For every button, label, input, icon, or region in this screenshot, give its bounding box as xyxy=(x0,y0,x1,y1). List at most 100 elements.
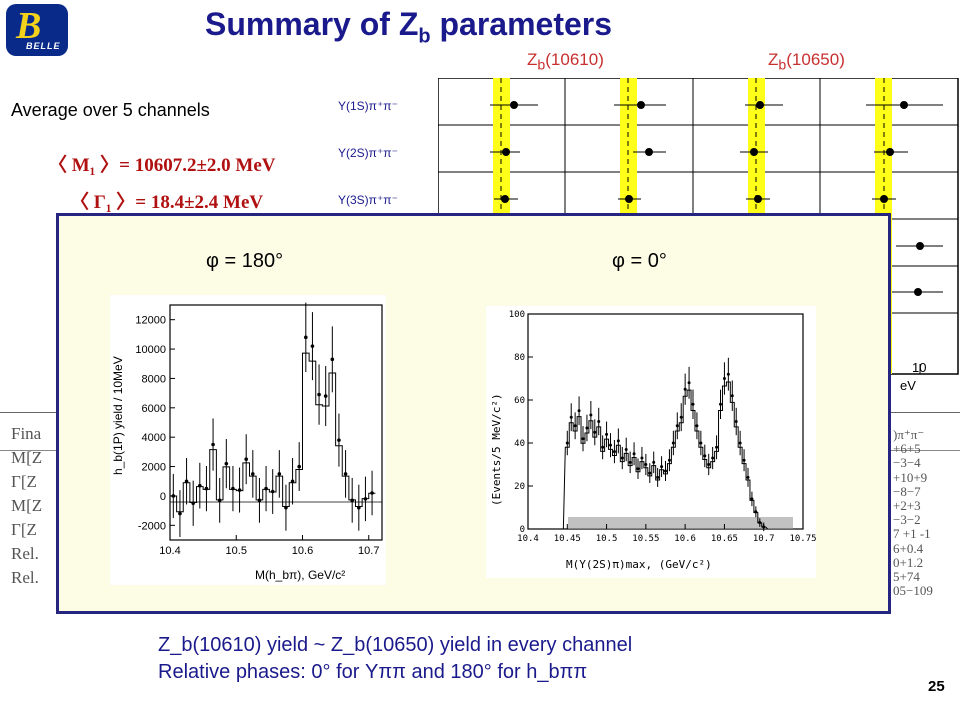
table-row: Γ[Z xyxy=(11,472,37,491)
hb-ylabel: h_b(1P) yield / 10MeV xyxy=(111,356,125,475)
conclusion-line-1: Z_b(10610) yield ~ Z_b(10650) yield in e… xyxy=(158,634,633,656)
hb-data-point xyxy=(224,461,229,466)
ups-xtick-label: 10.75 xyxy=(789,534,816,544)
ups-data-point xyxy=(691,402,695,406)
hb-data-point xyxy=(264,486,268,491)
ups-data-point xyxy=(679,415,683,419)
ups-data-point xyxy=(719,402,722,406)
ups-ytick-label: 0 xyxy=(520,525,525,535)
ups-data-point xyxy=(671,441,675,445)
table-cell: −3−4 xyxy=(893,455,921,471)
ups-data-point xyxy=(711,456,715,460)
channel-label: Υ(1S)π⁺π⁻ xyxy=(338,99,398,113)
ups-data-point xyxy=(636,467,640,471)
logo-text: BELLE xyxy=(26,41,61,51)
ups-ytick-label: 40 xyxy=(514,439,525,449)
ups-xtick-label: 10.5 xyxy=(596,534,618,544)
hb-data-point xyxy=(304,335,308,340)
ups-data-point xyxy=(703,454,707,458)
ups-data-point xyxy=(565,441,569,445)
ups-data-point xyxy=(675,424,679,428)
table-cell: −8−7 xyxy=(893,483,921,499)
ups-data-point xyxy=(734,420,738,423)
ups-data-point xyxy=(754,510,758,514)
ups-data-point xyxy=(687,381,691,385)
hb-data-point xyxy=(178,511,182,516)
hb-ytick-label: 8000 xyxy=(142,373,166,385)
logo-b: B xyxy=(16,5,42,47)
ups-data-point xyxy=(589,413,593,417)
ups2s-plot: 100 80 60 40 20 0 10.4 10.45 10.5 10.55 10.6 10.65… xyxy=(486,306,816,578)
ups-data-point xyxy=(660,465,664,469)
hb-data-point xyxy=(244,457,248,462)
ups-data-point xyxy=(605,432,609,436)
ups-data-point xyxy=(624,447,628,451)
ups-xlabel: M(Υ(2S)π)max, (GeV/c²) xyxy=(566,558,712,571)
table-cell: 6+0.4 xyxy=(893,540,924,556)
results-table-left: Fina M[Z Γ[Z M[Z Γ[Z Rel. Rel. xyxy=(11,422,42,590)
ups-data-point xyxy=(715,445,719,449)
ups-data-point xyxy=(593,430,597,434)
hb-data-point xyxy=(251,472,255,476)
table-cell: +10+9 xyxy=(893,469,928,485)
ups-data-point xyxy=(730,394,734,398)
ups-data-point xyxy=(632,452,636,456)
hb-xlabel: M(h_bπ), GeV/c² xyxy=(255,568,345,582)
table-cell: 05−109 xyxy=(893,583,933,599)
summary-axis-unit: eV xyxy=(900,378,916,393)
ups-data-point xyxy=(722,377,726,380)
ups-data-point xyxy=(569,415,573,419)
table-cell: +2+3 xyxy=(893,498,921,514)
ups-data-point xyxy=(612,450,616,454)
ups-data-point xyxy=(664,469,667,473)
table-row: Rel. xyxy=(11,568,39,587)
hb-data-point xyxy=(277,472,282,476)
ups-ylabel: (Events/5 MeV/c²) xyxy=(490,393,503,506)
ups-data-point xyxy=(762,525,766,529)
conclusion-line-2: Relative phases: 0° for Υππ and 180° for… xyxy=(158,661,588,683)
hb-ytick-label: 10000 xyxy=(135,344,166,356)
ups-xtick-label: 10.65 xyxy=(711,534,738,544)
belle-logo: B BELLE xyxy=(6,4,68,56)
hb-data-point xyxy=(237,488,242,492)
hb-ytick-label: 2000 xyxy=(142,462,166,474)
table-row: M[Z xyxy=(11,448,43,467)
results-table-right: )π⁺π⁻ +6+5 −3−4 +10+9 −8−7 +2+3 −3−2 7 +… xyxy=(893,427,933,599)
ups-data-point xyxy=(758,521,762,525)
ups-data-point xyxy=(620,456,624,460)
table-cell: −3−2 xyxy=(893,512,921,528)
hb-ytick-label: 0 xyxy=(160,491,166,503)
ups-data-point xyxy=(609,443,612,447)
zb10650-header: Zb(10650) xyxy=(768,50,845,74)
ups-data-point xyxy=(707,463,711,466)
ups-data-point xyxy=(699,441,703,445)
ups-data-point xyxy=(577,409,581,413)
hb-data-point xyxy=(310,344,315,348)
width1-value: 〈 Γ₁ 〉= 18.4±2.4 MeV xyxy=(70,192,264,213)
hb-fit-curve xyxy=(170,352,376,513)
ups-data-point xyxy=(640,456,644,460)
ups-xtick-label: 10.7 xyxy=(753,534,775,544)
ups-ytick-label: 60 xyxy=(514,396,525,406)
hb-data-point xyxy=(231,486,235,491)
table-row: Fina xyxy=(11,424,42,443)
table-row: Γ[Z xyxy=(11,520,37,539)
ups-data-point xyxy=(597,420,601,423)
ups-data-point xyxy=(652,460,656,464)
phi-0-label: φ = 0° xyxy=(612,250,667,272)
hb-ytick-label: 12000 xyxy=(135,315,166,327)
table-row: Rel. xyxy=(11,544,39,563)
conclusion-text: Z_b(10610) yield ~ Z_b(10650) yield in e… xyxy=(158,632,632,686)
hb-data-point xyxy=(343,472,348,476)
table-cell: 5+74 xyxy=(893,569,920,585)
hb-data-point xyxy=(297,464,301,469)
channel-label: Υ(2S)π⁺π⁻ xyxy=(338,146,398,160)
ups-xtick-label: 10.45 xyxy=(554,534,581,544)
ups-data-point xyxy=(601,445,605,449)
hb-data-point xyxy=(204,486,209,491)
page-number: 25 xyxy=(928,678,945,695)
hb-ytick-label: 6000 xyxy=(142,403,166,415)
ups-data-point xyxy=(644,463,648,466)
hb-xtick-label: 10.6 xyxy=(292,545,313,557)
ups-data-point xyxy=(683,387,687,391)
